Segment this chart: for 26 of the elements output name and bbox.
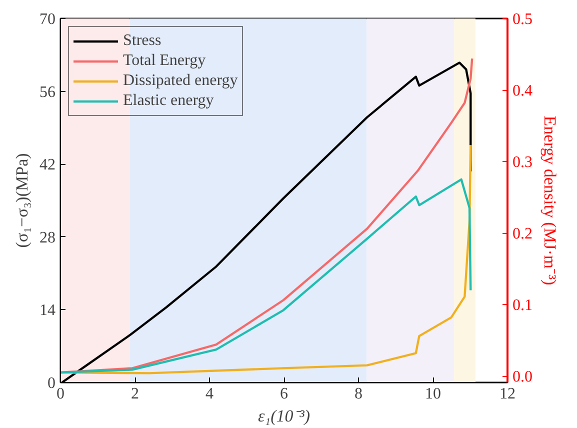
line-series — [60, 178, 472, 374]
x-axis-title: ε₁(10⁻³) — [258, 406, 310, 426]
x-tick-label: 4 — [206, 386, 214, 402]
y-tick-label: 56 — [40, 84, 56, 101]
y2-axis-title: Energy density (MJ·m⁻³) — [540, 116, 560, 286]
x-tick-label: 2 — [131, 386, 139, 402]
legend-label: Elastic energy — [123, 92, 214, 110]
y-tick-label: 42 — [40, 156, 56, 174]
y-tick-label: 14 — [40, 302, 56, 320]
x-tick-label: 8 — [354, 386, 362, 402]
y-tick-label: 0 — [48, 375, 56, 392]
y2-tick-label: 0.5 — [512, 11, 532, 28]
y-tick-label: 28 — [40, 229, 56, 246]
x-tick-label: 10 — [425, 386, 441, 402]
y2-tick-label: 0.4 — [512, 82, 532, 100]
y-tick-label: 70 — [40, 11, 56, 28]
y2-tick-label: 0.0 — [512, 368, 532, 386]
legend-label: Dissipated energy — [123, 72, 238, 90]
y2-tick-label: 0.3 — [512, 154, 532, 172]
y2-tick-label: 0.2 — [512, 226, 532, 243]
legend-label: Stress — [123, 32, 162, 50]
x-tick-label: 6 — [280, 386, 288, 402]
y2-tick-label: 0.1 — [512, 297, 532, 314]
legend-label: Total Energy — [123, 52, 206, 70]
y-axis-title: (σ₁−σ₃)(MPa) — [12, 153, 32, 248]
x-tick-label: 12 — [500, 386, 516, 402]
